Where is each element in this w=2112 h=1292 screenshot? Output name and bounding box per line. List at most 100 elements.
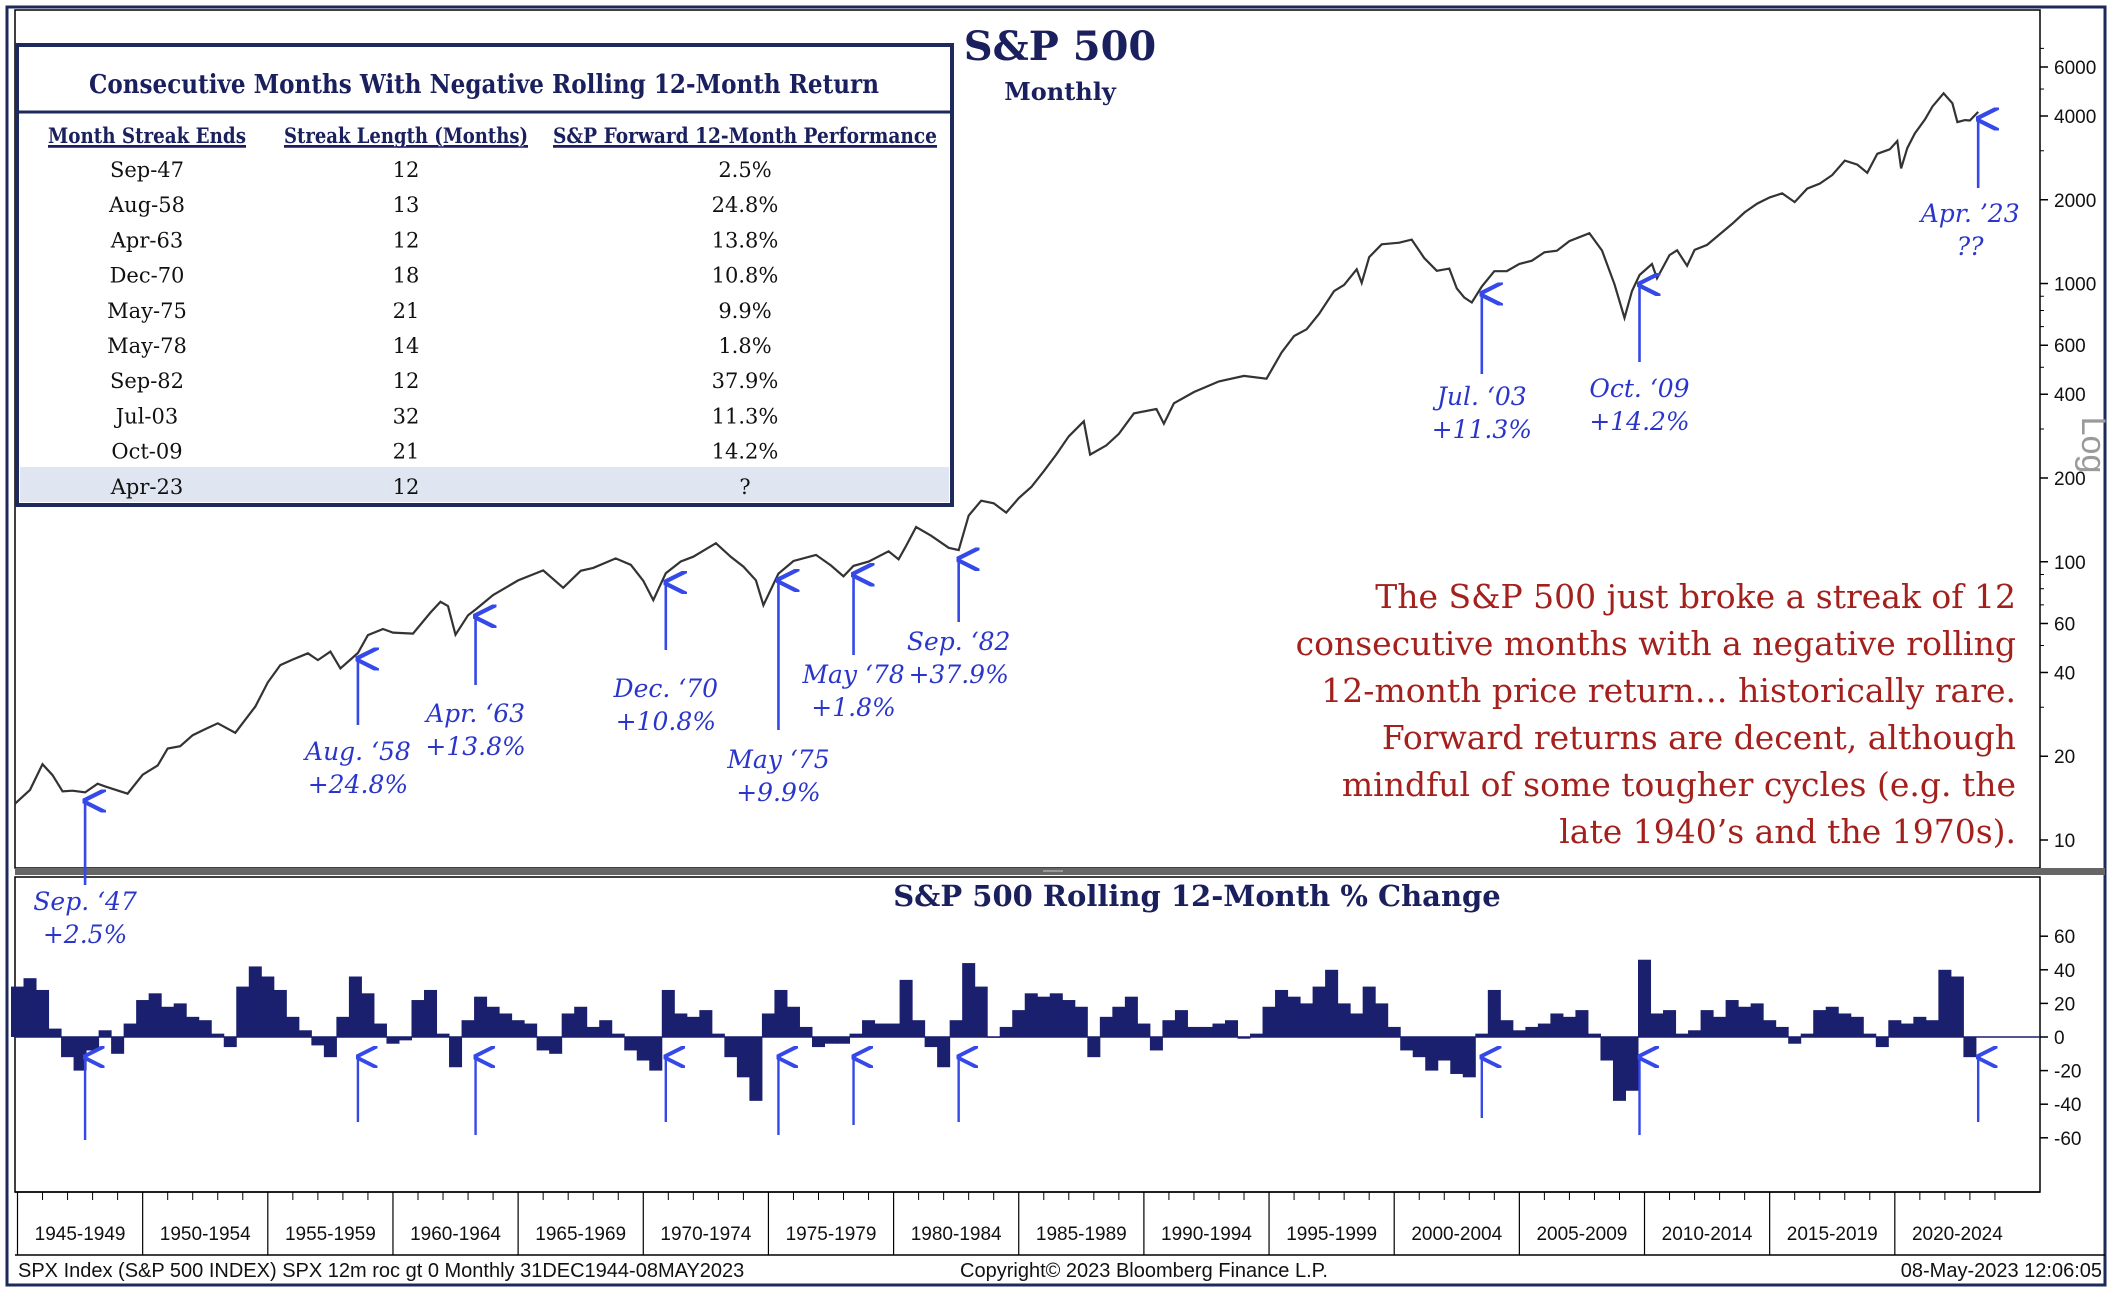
bar [1337,1003,1351,1037]
bar [1237,1037,1251,1039]
bar [1300,1003,1314,1037]
bar [774,989,788,1037]
bar [1350,1013,1364,1037]
bar [248,966,262,1037]
x-tick-label: 1990-1994 [1161,1224,1252,1245]
x-tick-label: 2005-2009 [1536,1224,1627,1245]
bar [1262,1006,1276,1037]
bar [874,1023,888,1037]
x-tick-label: 1945-1949 [35,1224,126,1245]
x-tick-label: 1950-1954 [160,1224,251,1245]
annotation-value: +11.3% [1432,415,1532,444]
bar [161,1006,175,1037]
bar [962,963,976,1037]
bar [1525,1026,1539,1037]
commentary-line: 12-month price return… historically rare… [1321,671,2016,710]
bar-series [10,959,1977,1101]
bar [1250,1033,1264,1037]
bar [1287,996,1301,1037]
bar [1963,1037,1977,1058]
bar [1512,1030,1526,1037]
bar [674,1013,688,1037]
bar [649,1037,663,1071]
commentary-line: mindful of some tougher cycles (e.g. the [1342,765,2016,804]
top-y-tick-label: 20 [2054,747,2075,768]
bar [1450,1037,1464,1074]
chart-title: S&P 500 [964,23,1157,70]
annotation-value: +13.8% [425,732,525,761]
bar [1713,1016,1727,1037]
table-cell: May-75 [107,299,187,323]
commentary-line: Forward returns are decent, although [1382,718,2016,757]
bar [1137,1023,1151,1037]
bar [1750,1003,1764,1037]
table-cell: 11.3% [712,404,779,428]
bar [424,989,438,1037]
x-tick-label: 1980-1984 [911,1224,1002,1245]
bar [1813,1010,1827,1037]
commentary: The S&P 500 just broke a streak of 12 con… [1296,577,2016,851]
commentary-line: The S&P 500 just broke a streak of 12 [1375,577,2016,616]
table-header-cell: Streak Length (Months) [284,123,528,148]
bar [86,1037,100,1051]
bar [1663,1010,1677,1037]
bar [924,1037,938,1048]
annotation-label: Jul. ‘03 [1432,382,1527,411]
sp500-line [14,91,1979,805]
bar [336,1016,350,1037]
bar [1099,1016,1113,1037]
bar [1587,1033,1601,1037]
bar [1688,1030,1702,1037]
table-frame [15,43,954,507]
bar [749,1037,763,1101]
top-y-tick-label: 200 [2054,469,2086,490]
bar [1112,1006,1126,1037]
bar [949,1020,963,1037]
bar [298,1030,312,1037]
bar [887,1023,901,1037]
table-cell: 37.9% [712,369,779,393]
bar [1575,1010,1589,1037]
bar [361,993,375,1037]
top-y-tick-label: 10 [2054,831,2075,852]
annotation-label: May ‘75 [726,745,829,774]
bar [761,1013,775,1037]
footer-right: 08-May-2023 12:06:05 [1901,1260,2102,1282]
bar [686,1016,700,1037]
annotation-label: Oct. ‘09 [1589,374,1689,403]
bar [436,1033,450,1037]
bar [1600,1037,1614,1061]
bar [1738,1006,1752,1037]
bar [211,1033,225,1037]
bar [1362,986,1376,1037]
bar [724,1037,738,1058]
bar [586,1026,600,1037]
bar [10,986,25,1037]
bar [1412,1037,1426,1058]
top-y-tick-label: 40 [2054,663,2075,684]
bar [1012,1010,1026,1037]
bar [1437,1037,1451,1061]
bar [1913,1016,1927,1037]
bar [48,1028,62,1037]
bar [1537,1023,1551,1037]
bar [261,976,275,1037]
bottom-y-tick-label: 60 [2054,927,2075,948]
bar [1625,1037,1639,1091]
top-y-tick-label: 2000 [2054,191,2096,212]
bar [736,1037,750,1078]
bar [348,976,362,1037]
bar [286,1016,300,1037]
table-cell: 12 [393,158,420,182]
bar [1900,1023,1914,1037]
bar [36,989,50,1037]
top-y-tick-label: 100 [2054,553,2086,574]
bar [1074,1006,1088,1037]
bar [1187,1026,1201,1037]
table-title: Consecutive Months With Negative Rolling… [89,70,879,100]
annotations: Sep. ‘47 +2.5% Aug. ‘58 +24.8% Apr. ‘63 +13.8… [33,119,2020,949]
annotation-label: Sep. ‘47 [33,887,137,916]
bar [1312,986,1326,1037]
bar [1325,969,1339,1037]
